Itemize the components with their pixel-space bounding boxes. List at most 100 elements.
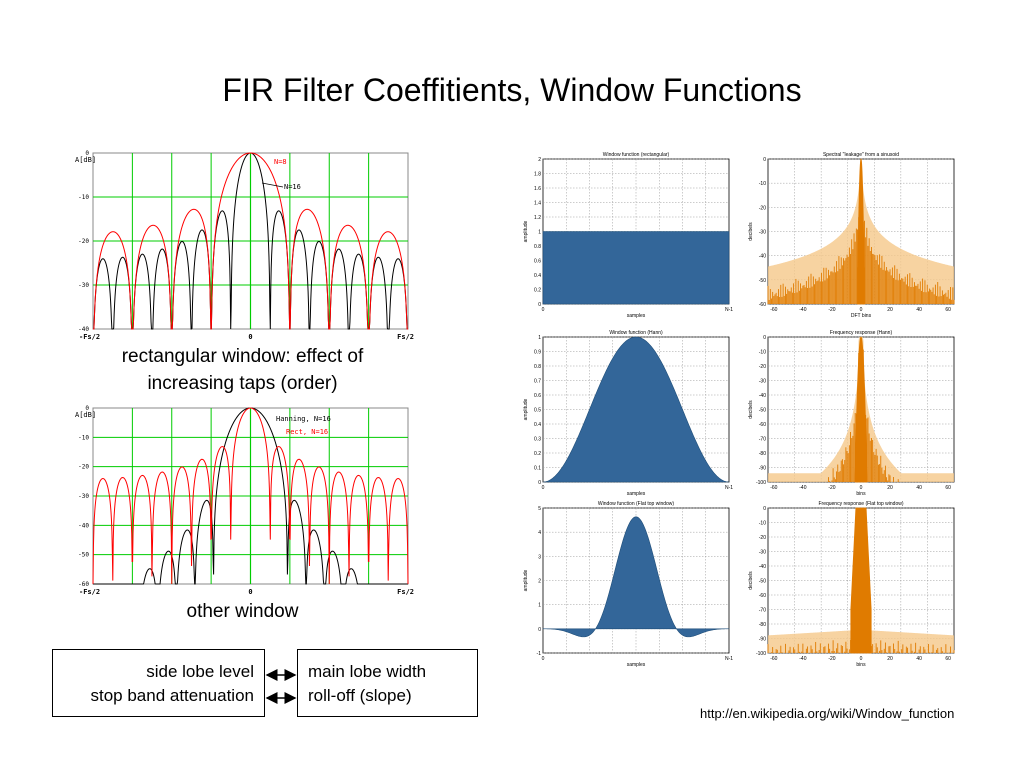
- y-tick-label: 2: [538, 157, 541, 163]
- plot-title: Window function (Flat top window): [598, 501, 674, 507]
- window-plot-rect: 0 0.2 0.4 0.6 0.8 1 1.2 1.4 1.6 1.8 2 Window functi…: [523, 152, 733, 319]
- y-tick-label: -50: [759, 408, 766, 414]
- y-tick-label: 1: [538, 230, 541, 236]
- window-plot-flattop-response: 0 -10 -20 -30 -40 -50 -60 -70 -80 -90 -100 Frequenc…: [748, 501, 955, 668]
- y-tick-label: 0: [763, 335, 766, 341]
- y-tick-label: -90: [759, 637, 766, 643]
- window-plot-hann-response: 0 -10 -20 -30 -40 -50 -60 -70 -80 -90 -100 Frequenc…: [748, 330, 955, 497]
- caption-other-window: other window: [186, 601, 299, 622]
- y-axis-label: amplitude: [523, 569, 529, 591]
- series-line-rect: [92, 407, 409, 585]
- x-tick-label: 0: [860, 485, 863, 491]
- y-tick-label: 2: [538, 579, 541, 585]
- plot-title: Frequency response (Hann): [830, 330, 893, 336]
- x-tick-label: 60: [945, 656, 951, 662]
- y-tick-label: -20: [78, 464, 89, 471]
- x-tick-label: 40: [916, 307, 922, 313]
- x-tick-label: 0: [542, 656, 545, 662]
- legend-label-n16: N=16: [284, 183, 301, 191]
- x-tick-label: 60: [945, 307, 951, 313]
- y-tick-label: 0: [85, 405, 89, 412]
- x-tick-label: 60: [945, 485, 951, 491]
- y-tick-label: 0.6: [534, 393, 541, 399]
- x-tick-label: -40: [799, 485, 806, 491]
- slide-title: FIR Filter Coeffitients, Window Function…: [222, 72, 802, 108]
- window-plot-hann: 0 0.1 0.2 0.3 0.4 0.5 0.6 0.7 0.8 0.9 1 Window func…: [523, 330, 733, 497]
- roll-off-label: roll-off (slope): [308, 686, 412, 705]
- y-tick-label: -50: [78, 552, 89, 559]
- x-axis-label: samples: [627, 313, 646, 319]
- y-tick-label: -1: [537, 651, 542, 657]
- y-tick-label: -40: [759, 393, 766, 399]
- y-axis-label: A[dB]: [75, 411, 96, 419]
- y-tick-label: -40: [759, 564, 766, 570]
- y-tick-label: 5: [538, 506, 541, 512]
- y-tick-label: -50: [759, 278, 766, 284]
- x-tick-label: -20: [828, 656, 835, 662]
- y-tick-label: -20: [759, 205, 766, 211]
- y-tick-label: 1: [538, 603, 541, 609]
- y-tick-label: 0.8: [534, 364, 541, 370]
- y-tick-label: 4: [538, 530, 541, 536]
- y-tick-label: -30: [78, 493, 89, 500]
- y-tick-label: 0.3: [534, 437, 541, 443]
- y-tick-label: -30: [759, 550, 766, 556]
- y-axis-label: amplitude: [523, 220, 529, 242]
- x-tick-label: Fs/2: [397, 588, 414, 596]
- x-tick-label: -40: [799, 307, 806, 313]
- y-tick-label: -60: [759, 593, 766, 599]
- x-tick-label: -60: [770, 656, 777, 662]
- fir-plot-2: 0 -10 -20 -30 -40 -50 -60 A[dB] -Fs/2 0 Fs/2 Hannin…: [75, 405, 414, 596]
- window-shape: [542, 516, 730, 638]
- y-tick-label: 1.8: [534, 172, 541, 178]
- x-tick-label: 0: [860, 656, 863, 662]
- y-tick-label: -10: [759, 350, 766, 356]
- x-axis-label: DFT bins: [851, 313, 872, 319]
- legend-label-hanning: Hanning, N=16: [276, 415, 331, 423]
- y-tick-label: -70: [759, 437, 766, 443]
- y-axis-label: amplitude: [523, 398, 529, 420]
- x-tick-label: 0: [248, 333, 252, 341]
- y-tick-label: -70: [759, 608, 766, 614]
- x-tick-label: 0: [248, 588, 252, 596]
- x-axis-label: bins: [856, 662, 866, 668]
- y-tick-label: 1: [538, 335, 541, 341]
- x-tick-label: 20: [887, 307, 893, 313]
- y-tick-label: 1.4: [534, 201, 541, 207]
- side-lobe-box: side lobe level stop band attenuation: [52, 649, 265, 717]
- y-tick-label: 0: [538, 480, 541, 486]
- x-tick-label: -40: [799, 656, 806, 662]
- y-tick-label: -20: [78, 238, 89, 245]
- window-shape: [542, 231, 730, 305]
- y-tick-label: 3: [538, 554, 541, 560]
- x-tick-label: 0: [860, 307, 863, 313]
- x-tick-label: 20: [887, 485, 893, 491]
- y-tick-label: -80: [759, 451, 766, 457]
- x-tick-label: -Fs/2: [79, 333, 100, 341]
- y-tick-label: 0: [85, 150, 89, 157]
- x-axis-label: bins: [856, 491, 866, 497]
- x-tick-label: Fs/2: [397, 333, 414, 341]
- y-tick-label: -30: [78, 282, 89, 289]
- y-tick-label: 0.2: [534, 451, 541, 457]
- y-axis-label: decibels: [748, 571, 754, 590]
- stop-band-attenuation-label: stop band attenuation: [90, 686, 254, 705]
- y-tick-label: -40: [78, 326, 89, 333]
- source-url: http://en.wikipedia.org/wiki/Window_func…: [700, 706, 955, 721]
- x-tick-label: 40: [916, 656, 922, 662]
- main-lobe: [850, 507, 872, 654]
- series-line-n8: [93, 152, 408, 330]
- plot-title: Spectral "leakage" from a sinusoid: [823, 152, 899, 158]
- x-tick-label: -60: [770, 307, 777, 313]
- y-tick-label: 0.8: [534, 244, 541, 250]
- main-lobe-box: main lobe width roll-off (slope): [297, 649, 478, 717]
- plot-title: Frequency response (Flat top window): [818, 501, 903, 507]
- x-tick-label: N-1: [725, 307, 733, 313]
- x-axis-label: samples: [627, 662, 646, 668]
- y-tick-label: -10: [759, 181, 766, 187]
- fir-plot-1: 0 -10 -20 -30 -40 A[dB] -Fs/2 0 Fs/2 N=8 N=16: [75, 150, 414, 341]
- y-tick-label: 0: [763, 506, 766, 512]
- main-lobe: [854, 336, 868, 483]
